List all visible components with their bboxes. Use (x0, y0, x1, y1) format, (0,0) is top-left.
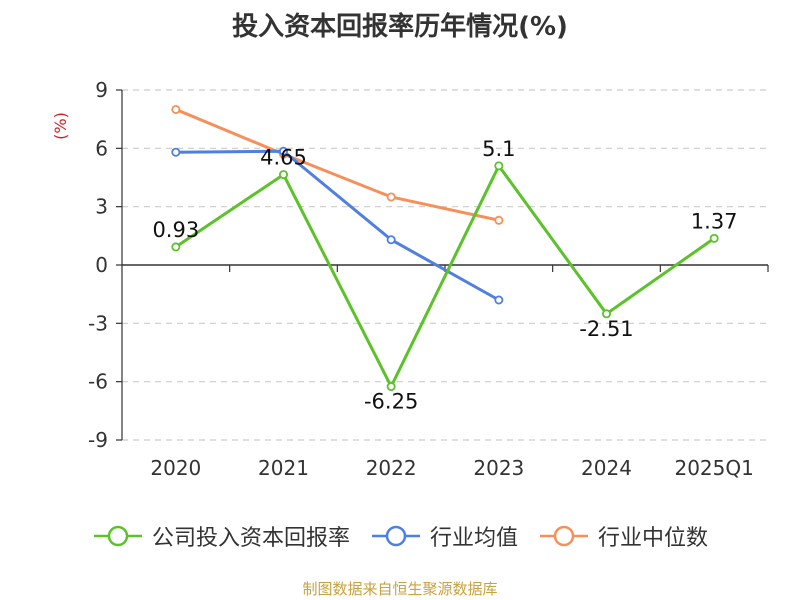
x-tick-label: 2024 (581, 456, 632, 480)
series-lines (171, 104, 719, 392)
y-tick-label: -3 (88, 311, 108, 335)
legend-item-industry-mean[interactable]: 行业均值 (370, 520, 518, 552)
legend-label-industry-mean: 行业均值 (429, 526, 518, 551)
legend: 公司投入资本回报率 行业均值 行业中位数 (0, 520, 800, 552)
data-point (494, 295, 504, 305)
data-point (386, 192, 396, 202)
data-point (709, 233, 719, 243)
data-point (602, 309, 612, 319)
legend-label-industry-median: 行业中位数 (598, 526, 709, 551)
y-tick-label: 9 (95, 78, 108, 102)
chart-title: 投入资本回报率历年情况(%) (232, 12, 568, 42)
x-tick-label: 2020 (150, 456, 201, 480)
x-tick-label: 2025Q1 (674, 456, 753, 480)
data-label: 0.93 (152, 218, 199, 242)
data-point (171, 104, 181, 114)
legend-item-company[interactable]: 公司投入资本回报率 (92, 520, 350, 552)
data-point (494, 215, 504, 225)
legend-line-marker-icon (371, 525, 420, 547)
legend-line-marker-icon (93, 525, 142, 547)
data-point (386, 235, 396, 245)
data-label: 5.1 (482, 137, 515, 161)
x-tick-label: 2023 (473, 456, 524, 480)
axes: 9 6 3 0 -3 -6 -9 (%) 2020 2021 2022 2023 2024 2025Q1 (51, 78, 769, 480)
series-line (175, 108, 500, 222)
y-tick-label: -9 (88, 428, 108, 452)
data-source-note: 制图数据来自恒生聚源数据库 (302, 580, 498, 598)
legend-label-company: 公司投入资本回报率 (151, 526, 350, 551)
y-axis-label: (%) (51, 112, 70, 140)
data-label: 4.65 (260, 146, 307, 170)
y-tick-label: 3 (95, 195, 108, 219)
x-tick-label: 2021 (258, 456, 309, 480)
series-line (174, 164, 716, 389)
data-label: -2.51 (579, 317, 633, 341)
legend-line-marker-icon (540, 525, 588, 547)
data-point (171, 147, 181, 157)
y-tick-label: 0 (95, 253, 108, 277)
y-tick-label: -6 (88, 370, 108, 394)
data-point (386, 382, 396, 392)
legend-item-industry-median[interactable]: 行业中位数 (538, 520, 708, 552)
data-point (171, 242, 181, 252)
grid-lines (122, 89, 768, 441)
data-point (278, 146, 288, 156)
data-point (278, 170, 288, 180)
y-tick-label: 6 (95, 136, 108, 160)
data-label: -6.25 (364, 390, 418, 414)
x-tick-label: 2022 (366, 456, 417, 480)
data-label: 1.37 (691, 209, 738, 233)
series-line (175, 149, 500, 302)
data-point (494, 161, 504, 171)
data-labels: 0.93 4.65 -6.25 5.1 -2.51 1.37 (152, 137, 737, 414)
